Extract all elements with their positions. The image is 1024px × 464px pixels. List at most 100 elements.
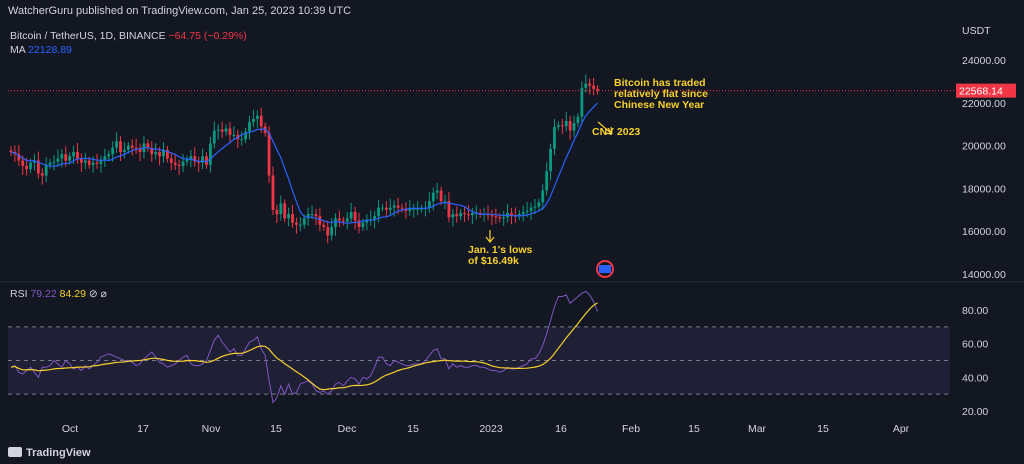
last-price-badge [956, 83, 1016, 98]
candle-body [588, 83, 592, 86]
lows-note-line: Jan. 1's lows [468, 244, 533, 256]
candle-body [596, 88, 599, 91]
candle-body [381, 207, 384, 209]
candle-body [209, 143, 212, 165]
candle-body [349, 211, 353, 219]
candle-body [17, 154, 21, 161]
candle-body [56, 158, 60, 162]
candle-body [384, 207, 388, 210]
symbol-legend: Bitcoin / TetherUS, 1D, BINANCE −64.75 (… [10, 30, 247, 42]
candle-body [33, 160, 36, 163]
candle-body [119, 141, 122, 153]
candle-body [279, 203, 283, 215]
candle-body [416, 208, 420, 210]
candle-body [431, 192, 435, 202]
time-tick-label: 17 [137, 423, 149, 435]
rsi-value: 79.22 [30, 288, 57, 300]
candle-body [404, 208, 408, 211]
candle-body [521, 211, 525, 215]
chart-area[interactable]: 24000.00 22000.00 20000.00 18000.00 16000.00… [0, 22, 1024, 442]
price-tick-label: 16000.00 [962, 226, 1006, 238]
candle-body [255, 115, 259, 119]
candle-body [103, 156, 107, 161]
candle-body [455, 214, 459, 217]
candle-body [185, 159, 189, 162]
time-tick-label: 15 [688, 423, 700, 435]
candle-body [310, 214, 314, 216]
price-unit-label: USDT [962, 25, 991, 37]
candle-body [568, 120, 572, 131]
price-change: −64.75 (−0.29%) [168, 30, 247, 42]
candle-body [40, 173, 44, 176]
ma-label: MA [10, 44, 26, 56]
time-tick-label: Oct [62, 423, 78, 435]
candle-body [498, 217, 502, 219]
candle-body [373, 216, 377, 220]
candle-body [212, 130, 216, 144]
candle-body [435, 190, 439, 193]
candle-body [330, 226, 334, 236]
candle-body [408, 208, 412, 211]
candle-body [60, 154, 64, 159]
candle-body [490, 215, 494, 217]
candle-body [388, 207, 392, 210]
candle-body [451, 214, 455, 218]
candle-body [494, 216, 498, 218]
rsi-tick-label: 60.00 [962, 339, 988, 351]
candle-body [377, 207, 380, 217]
candle-body [21, 160, 25, 166]
rsi-line [10, 290, 598, 404]
candle-body [36, 160, 40, 174]
candle-body [470, 213, 474, 216]
rsi-legend: RSI 79.22 84.29 ⊘ ⌀ [10, 288, 107, 300]
candle-body [584, 83, 588, 88]
candle-body [400, 207, 404, 209]
price-chart[interactable]: 24000.00 22000.00 20000.00 18000.00 16000.00… [0, 22, 1024, 442]
lows-note-line: of $16.49k [468, 255, 519, 267]
candle-body [529, 207, 533, 211]
rsi-tick-label: 20.00 [962, 406, 988, 418]
candle-body [158, 152, 161, 157]
candle-body [412, 208, 416, 210]
lows-arrow [485, 230, 495, 243]
cny-note: Bitcoin has traded relatively flat since… [614, 78, 708, 111]
candle-body [334, 218, 337, 227]
candle-body [314, 214, 318, 217]
candle-body [146, 143, 150, 148]
candle-body [216, 129, 220, 131]
rsi-visibility-icons[interactable]: ⊘ ⌀ [88, 288, 107, 300]
rsi-ma-value: 84.29 [59, 288, 86, 300]
candle-body [111, 147, 115, 155]
candle-body [365, 220, 369, 223]
candle-body [459, 213, 463, 217]
candle-body [201, 156, 204, 163]
candle-body [224, 128, 228, 132]
candle-body [447, 201, 451, 218]
time-tick-label: 15 [407, 423, 419, 435]
candle-body [357, 220, 361, 227]
candle-body [318, 216, 322, 225]
flag-icon [599, 265, 611, 273]
price-tick-label: 18000.00 [962, 183, 1006, 195]
candle-body [87, 160, 91, 165]
lows-note: Jan. 1's lows of $16.49k [468, 245, 532, 267]
candle-body [478, 213, 482, 215]
time-tick-label: 15 [270, 423, 282, 435]
candle-body [557, 125, 560, 127]
tradingview-logo[interactable]: TradingView [8, 447, 91, 459]
candle-body [353, 211, 357, 221]
candle-body [252, 118, 255, 123]
candle-body [564, 120, 568, 127]
candle-body [173, 162, 177, 165]
candle-body [306, 214, 310, 219]
candle-body [228, 128, 232, 135]
price-tick-label: 24000.00 [962, 55, 1006, 67]
candle-body [580, 87, 584, 117]
publisher-bar: WatcherGuru published on TradingView.com… [0, 0, 1024, 22]
time-tick-label: Apr [893, 423, 910, 435]
last-price-label: 22568.14 [959, 86, 1003, 98]
candle-body [169, 158, 173, 163]
time-tick-label: Feb [622, 423, 640, 435]
candle-body [99, 160, 103, 164]
candle-body [420, 208, 423, 210]
